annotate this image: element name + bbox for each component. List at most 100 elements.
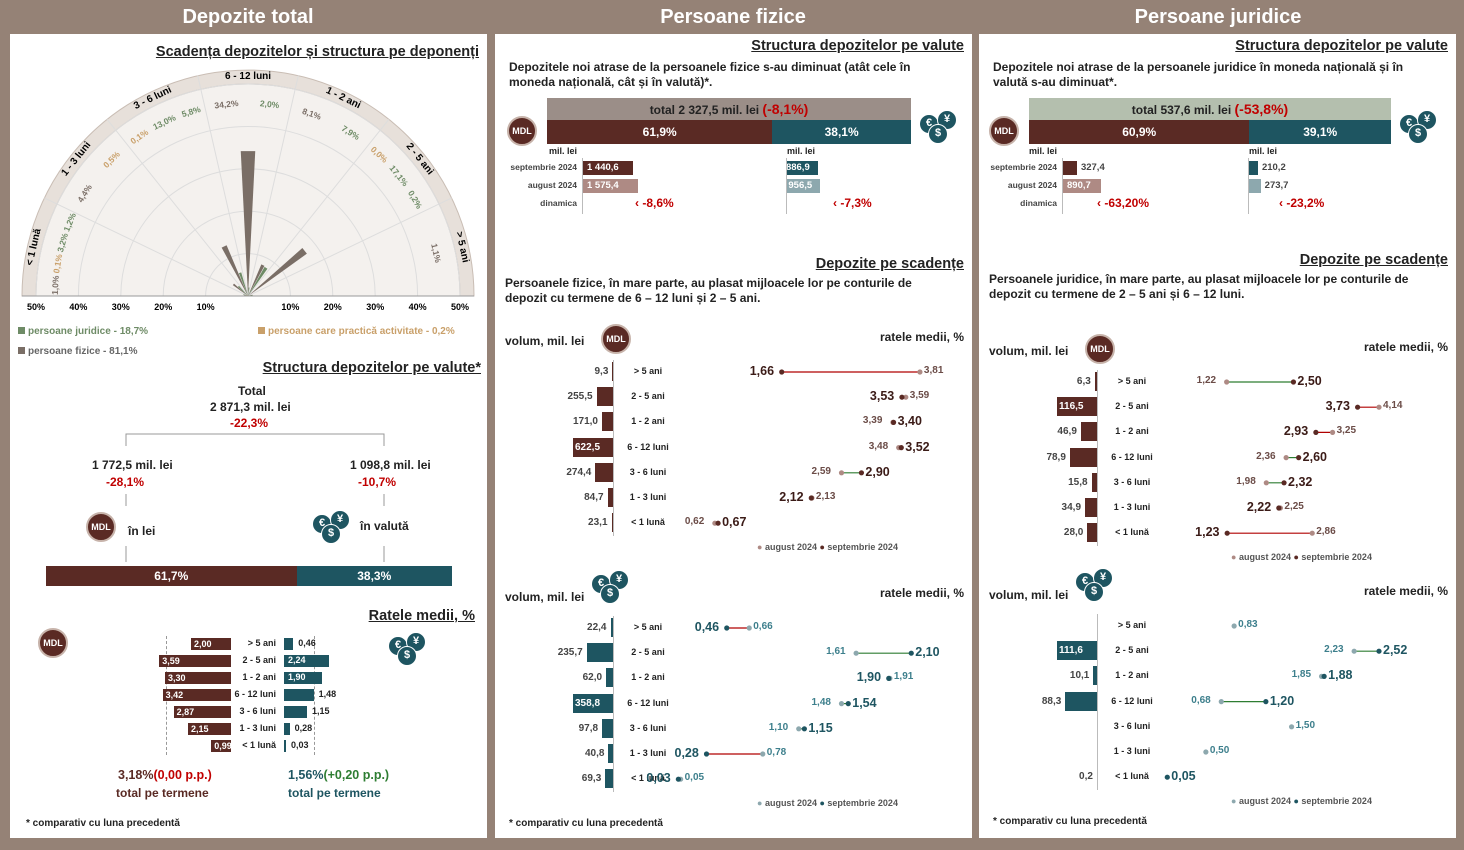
rate-sep-value: 2,10	[915, 645, 940, 660]
rate-sep-value: 0,46	[694, 620, 720, 634]
rate-dumbbell	[853, 650, 914, 656]
total-fx-rate: 1,56%(+0,20 p.p.)	[288, 768, 390, 782]
fx-share-bar: 39,1%	[1249, 120, 1391, 144]
panel-fizice: Structura depozitelor pe valute Depozitel…	[495, 34, 972, 838]
volume-label: volum, mil. lei	[989, 344, 1069, 358]
rate-label: ratele medii, %	[879, 586, 964, 600]
rate-sep-value: 0,28	[674, 746, 699, 760]
footnote-total: * comparativ cu luna precedentă	[26, 818, 180, 829]
currency-desc: Depozitele noi atrase de la persoanele j…	[993, 60, 1404, 89]
rate-aug-value: 1,98	[1236, 475, 1256, 487]
term-label: 1 - 3 luni	[1113, 502, 1151, 512]
volume-value: 23,1	[588, 517, 608, 529]
lei-change: -28,1%	[106, 475, 145, 489]
rate-bar-fx	[284, 638, 294, 650]
axis-tick: 30%	[112, 302, 130, 312]
volume-bar	[605, 769, 613, 789]
rate-bar-mdl: 2,87	[173, 706, 231, 718]
volume-value: 9,3	[594, 366, 609, 377]
rate-dumbbell	[838, 470, 865, 476]
term-label: < 1 lună	[1115, 771, 1149, 782]
rate-label: ratele medii, %	[879, 330, 964, 344]
rate-dumbbell	[890, 419, 897, 425]
fx-share-bar: 38,1%	[772, 120, 911, 144]
rate-aug-value: 1,91	[893, 671, 914, 683]
axis-line	[1248, 158, 1249, 214]
month-value-fx: 886,9	[785, 162, 810, 173]
rate-term-label: < 1 lună	[242, 740, 276, 750]
volume-bar	[611, 513, 613, 533]
volume-bar	[573, 693, 613, 713]
unit-label: mil. lei	[787, 146, 816, 156]
volume-value: 97,8	[578, 722, 599, 734]
rate-bar-mdl: 3,30	[165, 672, 231, 684]
lei-share-bar: 61,7%	[46, 566, 297, 586]
currency-title: Structura depozitelor pe valute	[751, 38, 964, 54]
rate-dumbbell	[724, 625, 752, 631]
currency-title: Structura depozitelor pe valute	[1235, 38, 1448, 54]
radial-wedge	[243, 294, 248, 296]
rate-dumbbell	[1276, 505, 1283, 511]
total-value: 2 871,3 mil. lei	[210, 400, 291, 414]
rate-aug-value: 1,85	[1291, 669, 1312, 681]
mdl-icon: MDL	[86, 512, 116, 542]
axis-tick: 30%	[366, 302, 384, 312]
rate-fx-label: 0,03	[291, 740, 309, 750]
term-label: < 1 lună	[631, 773, 665, 784]
rate-sep-value: 2,12	[779, 490, 804, 504]
rate-sep-value: 1,88	[1328, 668, 1353, 683]
currency-icon: € ¥ $	[1073, 568, 1113, 602]
rate-dumbbell	[796, 726, 807, 732]
radial-wedge	[248, 295, 253, 296]
rate-bar-fx	[284, 689, 314, 701]
val-label: în valută	[360, 519, 409, 533]
currency-icon: € ¥ $	[917, 110, 957, 144]
volume-bar	[607, 488, 613, 507]
term-label: > 5 ani	[633, 622, 663, 632]
rate-dumbbell	[899, 394, 909, 400]
currency-icon-rates: € ¥ $	[386, 632, 426, 666]
mdl-icon: MDL	[601, 324, 631, 354]
rate-aug-value: 2,59	[811, 465, 831, 477]
rate-sep-value: 1,23	[1195, 525, 1220, 540]
currency-icon: € ¥ $	[1397, 110, 1437, 144]
rate-term-label: 1 - 3 luni	[239, 723, 276, 733]
rate-aug-value: 0,05	[684, 772, 705, 784]
volume-bar	[602, 718, 613, 738]
axis-tick: 40%	[409, 302, 427, 312]
rate-sep-value: 2,60	[1302, 449, 1327, 464]
radial-chart: 50% 40% 30% 20% 10% 10% 20% 30% 40% 50%< 1 lună1,…	[21, 69, 475, 312]
mdl-dynamics: ‹ -8,6%	[635, 196, 674, 210]
rate-dumbbell	[896, 445, 904, 451]
rate-aug-value: 0,83	[1238, 619, 1258, 630]
term-label: > 5 ani	[1117, 620, 1147, 630]
rate-fx-label: 1,90	[288, 672, 306, 682]
panel-total: Scadența depozitelor și structura pe dep…	[10, 34, 487, 838]
total-bar: total 2 327,5 mil. lei (-8,1%)	[547, 98, 911, 120]
axis-tick: 20%	[154, 302, 172, 312]
volume-bar	[1057, 641, 1097, 661]
axis-line	[613, 616, 614, 793]
axis-line	[1097, 614, 1098, 791]
mdl-icon: MDL	[1085, 334, 1115, 364]
rate-sep-value: 2,22	[1246, 500, 1272, 514]
term-label: 6 - 12 luni	[1111, 695, 1153, 706]
rate-dumbbell	[1263, 480, 1287, 486]
term-label: 3 - 6 luni	[1113, 720, 1151, 731]
month-bar-mdl	[1063, 179, 1101, 193]
row-label: dinamica	[540, 198, 577, 208]
rate-bar-fx	[284, 723, 290, 735]
legend-activitate: persoane care practică activitate - 0,2%	[258, 326, 455, 337]
legend-fizice: persoane fizice - 81,1%	[18, 346, 138, 357]
term-label: 2 - 5 ani	[631, 391, 665, 402]
rate-sep-value: 3,73	[1325, 399, 1350, 414]
volume-label: volum, mil. lei	[989, 588, 1069, 602]
month-bar-fx	[1249, 179, 1261, 193]
rate-dumbbell	[1224, 530, 1315, 536]
dumbbell-legend: ● august 2024 ● septembrie 2024	[1231, 552, 1372, 563]
rate-sep-value: 2,50	[1297, 374, 1322, 388]
row-label: septembrie 2024	[510, 162, 577, 172]
term-label: 1 - 2 ani	[1115, 426, 1149, 437]
currency-desc: Depozitele noi atrase de la persoanele f…	[509, 60, 911, 89]
rate-dumbbell	[1318, 673, 1327, 680]
